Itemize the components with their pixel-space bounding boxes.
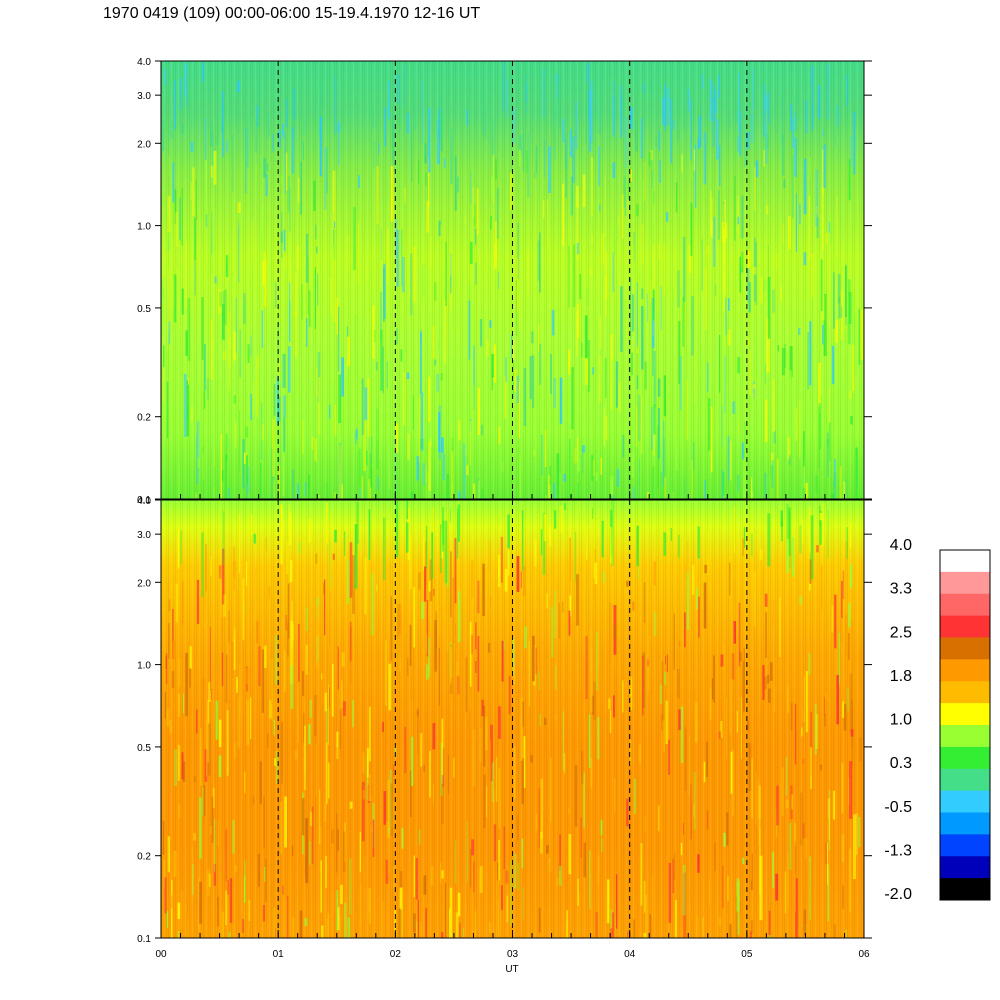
colorbar-label: -1.3 <box>884 842 912 859</box>
x-axis: 00 01 02 03 04 05 06 <box>155 491 870 960</box>
colorbar-swatch <box>940 637 990 660</box>
bottom-ytick-label: 0.2 <box>137 852 151 863</box>
top-ytick-label: 0.1 <box>137 495 151 506</box>
colorbar-swatch <box>940 593 990 617</box>
x-tick-label: 01 <box>273 949 285 960</box>
x-tick-label: 03 <box>507 949 519 960</box>
colorbar-frame <box>939 549 991 901</box>
colorbar-label: 1.8 <box>890 668 912 685</box>
top-ytick-label: 0.5 <box>137 304 151 315</box>
x-axis-label: UT <box>505 964 518 975</box>
top-spectrogram-panel <box>161 61 864 499</box>
x-tick-label: 05 <box>741 949 753 960</box>
x-tick-label: 02 <box>390 949 402 960</box>
colorbar-swatch <box>940 746 990 770</box>
colorbar-swatch <box>940 812 990 835</box>
hour-dashed-lines <box>277 61 748 938</box>
chart-title: 1970 0419 (109) 00:00-06:00 15-19.4.1970… <box>103 5 481 22</box>
colorbar-labels: 4.0 3.3 2.5 1.8 1.0 0.3 -0.5 -1.3 -2.0 <box>884 537 912 903</box>
colorbar-swatch <box>940 768 990 792</box>
bottom-spectrogram-panel <box>161 500 864 938</box>
colorbar-swatch <box>940 790 990 814</box>
colorbar-swatch <box>940 878 990 901</box>
bottom-ytick-label: 2.0 <box>137 578 151 589</box>
bottom-ytick-label: 4.0 <box>137 496 151 507</box>
colorbar <box>939 549 991 901</box>
bottom-ytick-label: 0.5 <box>137 743 151 754</box>
x-tick-label: 06 <box>858 949 870 960</box>
bottom-ytick-label: 1.0 <box>137 661 151 672</box>
colorbar-swatch <box>940 703 990 726</box>
colorbar-swatch <box>940 615 990 639</box>
colorbar-label: 3.3 <box>890 581 912 598</box>
x-tick-label: 04 <box>624 949 636 960</box>
colorbar-label: 0.3 <box>890 755 912 772</box>
top-ytick-label: 0.2 <box>137 413 151 424</box>
y-axes: 0.10.20.51.02.03.04.00.10.20.51.02.03.04… <box>137 57 872 945</box>
x-tick-label: 00 <box>155 949 167 960</box>
colorbar-swatch <box>940 659 990 682</box>
colorbar-swatch <box>940 681 990 704</box>
colorbar-swatch <box>940 834 990 857</box>
colorbar-label: -0.5 <box>884 799 912 816</box>
top-ytick-label: 2.0 <box>137 139 151 150</box>
top-ytick-label: 1.0 <box>137 222 151 233</box>
colorbar-label: 2.5 <box>890 624 912 641</box>
bottom-ytick-label: 3.0 <box>137 530 151 541</box>
colorbar-swatch <box>940 856 990 879</box>
colorbar-swatch <box>940 550 990 573</box>
colorbar-label: 1.0 <box>890 712 912 729</box>
bottom-ytick-label: 0.1 <box>137 934 151 945</box>
top-ytick-label: 4.0 <box>137 57 151 68</box>
top-ytick-label: 3.0 <box>137 91 151 102</box>
colorbar-label: -2.0 <box>884 886 912 903</box>
colorbar-label: 4.0 <box>890 537 912 554</box>
colorbar-swatch <box>940 571 990 595</box>
colorbar-swatch <box>940 725 990 748</box>
